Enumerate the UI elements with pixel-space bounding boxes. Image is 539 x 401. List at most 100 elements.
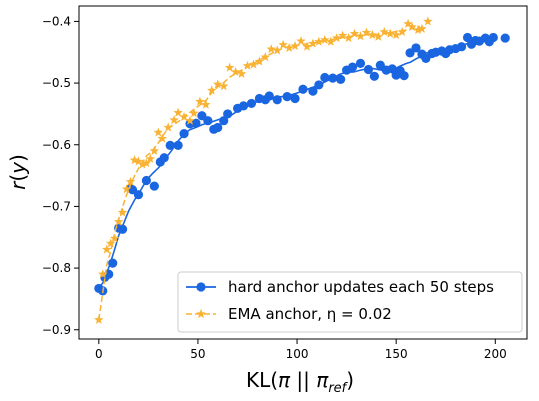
data-point	[363, 64, 374, 75]
data-point	[367, 29, 378, 40]
data-point	[145, 153, 156, 163]
data-point	[347, 62, 358, 72]
y-axis: −0.9 −0.8 −0.7 −0.6 −0.5 −0.4	[42, 14, 79, 337]
data-point	[242, 60, 253, 70]
data-point	[185, 115, 195, 125]
series-layer	[94, 16, 510, 324]
legend-label-hard-anchor: hard anchor updates each 50 steps	[228, 278, 494, 296]
data-point	[326, 36, 336, 46]
data-point	[488, 32, 498, 43]
data-point	[500, 33, 510, 43]
data-point	[94, 314, 104, 324]
data-point	[117, 207, 128, 217]
data-point	[423, 16, 433, 26]
data-point	[397, 26, 407, 36]
data-point	[361, 27, 372, 37]
data-point	[369, 71, 379, 81]
data-point	[108, 258, 118, 268]
data-point	[314, 36, 324, 46]
x-tick-label: 0	[95, 347, 103, 361]
data-point	[343, 33, 354, 43]
x-tick-label: 150	[385, 347, 408, 361]
data-point	[456, 42, 467, 52]
legend-swatch-hard-anchor-marker	[196, 282, 206, 292]
data-point	[399, 71, 409, 81]
legend-swatch-ema-anchor-marker	[196, 309, 206, 319]
data-point	[165, 140, 175, 150]
y-tick-label: −0.9	[42, 323, 71, 337]
x-tick-label: 50	[190, 347, 205, 361]
data-point	[179, 129, 189, 139]
data-point	[191, 118, 201, 128]
y-tick-label: −0.4	[42, 14, 71, 28]
data-point	[149, 181, 159, 191]
y-tick-label: −0.5	[42, 76, 71, 90]
data-point	[137, 159, 148, 169]
data-point	[113, 216, 124, 226]
data-point	[173, 140, 183, 150]
data-point	[118, 224, 128, 234]
data-point	[355, 58, 366, 68]
data-point	[102, 244, 112, 254]
data-point	[391, 29, 401, 40]
data-point	[223, 109, 233, 119]
data-point	[246, 98, 257, 109]
data-point	[195, 96, 205, 106]
data-point	[98, 269, 108, 279]
data-point	[320, 72, 330, 83]
data-point	[203, 116, 213, 126]
data-point	[272, 45, 282, 55]
data-point	[133, 156, 144, 166]
data-point	[201, 99, 211, 109]
data-point	[207, 85, 217, 95]
data-point	[254, 56, 265, 66]
data-point	[230, 66, 241, 77]
data-point	[379, 26, 390, 36]
data-point	[320, 34, 330, 44]
data-point	[238, 101, 249, 111]
data-point	[290, 41, 300, 51]
data-point	[331, 33, 342, 43]
data-point	[173, 107, 183, 117]
y-axis-title: r(y)	[6, 154, 30, 190]
y-tick-label: −0.6	[42, 138, 71, 152]
data-point	[266, 44, 277, 54]
series-ema-anchor	[94, 16, 433, 324]
data-point	[403, 18, 413, 28]
legend: hard anchor updates each 50 steps EMA an…	[177, 271, 523, 333]
data-point	[349, 28, 360, 38]
data-point	[413, 25, 423, 35]
data-point	[169, 115, 179, 125]
x-tick-label: 200	[484, 347, 507, 361]
legend-label-ema-anchor: EMA anchor, η = 0.02	[228, 305, 392, 323]
x-axis: 0 50 100 150 200	[95, 339, 507, 361]
data-point	[302, 41, 312, 51]
data-point	[153, 127, 164, 137]
data-point	[141, 158, 152, 168]
data-point	[264, 91, 274, 101]
data-point	[219, 116, 229, 126]
data-point	[411, 43, 421, 53]
data-point	[189, 108, 199, 118]
data-point	[121, 184, 132, 194]
data-point	[179, 112, 189, 122]
data-point	[129, 155, 140, 165]
data-point	[236, 68, 247, 78]
data-point	[336, 74, 346, 84]
data-point	[328, 73, 338, 83]
data-point	[260, 52, 271, 62]
data-point	[373, 31, 384, 41]
data-point	[149, 145, 160, 155]
data-point	[290, 93, 300, 104]
data-point	[282, 92, 292, 102]
x-tick-label: 100	[286, 347, 309, 361]
data-point	[296, 36, 306, 46]
data-point	[213, 79, 223, 89]
data-point	[218, 81, 229, 91]
y-tick-label: −0.7	[42, 199, 71, 213]
data-point	[385, 28, 395, 38]
x-axis-title: KL(π || πref)	[246, 368, 354, 396]
data-point	[272, 95, 282, 105]
y-tick-label: −0.8	[42, 261, 71, 275]
